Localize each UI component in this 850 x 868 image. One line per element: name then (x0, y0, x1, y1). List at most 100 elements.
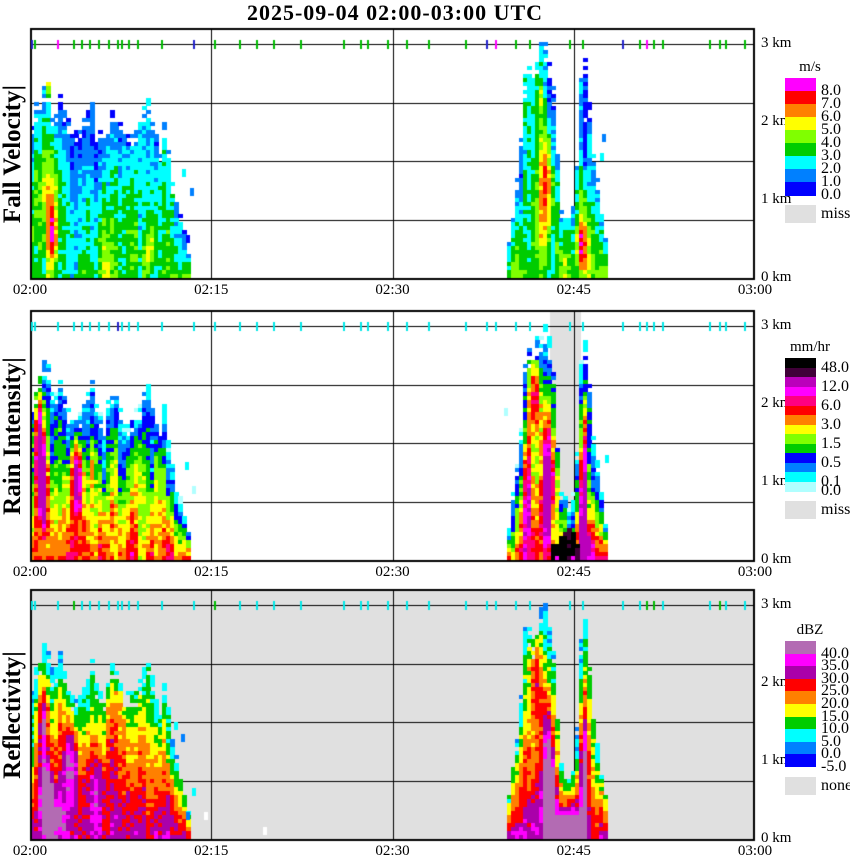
colorbar-miss-swatch (785, 777, 816, 795)
colorbar-band (785, 472, 816, 482)
colorbar-band (785, 130, 816, 144)
colorbar-band (785, 143, 816, 157)
y-axis-label: 3 km (761, 35, 792, 51)
x-tick-label: 03:00 (737, 282, 773, 298)
colorbar-value: 6.0 (821, 396, 841, 414)
colorbar-band (785, 358, 816, 368)
colorbar-miss-swatch (785, 501, 816, 519)
colorbar-value: 0.0 (821, 745, 841, 763)
colorbar-band (785, 169, 816, 183)
x-tick-label: 02:30 (375, 564, 410, 580)
colorbar-value: 35.0 (821, 657, 849, 675)
colorbar-miss-label: miss (821, 501, 850, 518)
x-tick-label: 02:15 (194, 564, 229, 580)
colorbar-band (785, 377, 816, 387)
y-axis-label: 1 km (761, 473, 792, 489)
colorbar-value: 0.0 (821, 482, 841, 499)
colorbar-value: 4.0 (821, 134, 841, 151)
x-tick-label: 03:00 (737, 564, 773, 580)
colorbar-band (785, 704, 816, 718)
colorbar-value: 40.0 (821, 644, 849, 662)
colorbar-band (785, 741, 816, 755)
panel-label-reflectivity: Reflectivity| (0, 651, 26, 779)
colorbar-value: 0.0 (821, 186, 841, 203)
colorbar-band (785, 729, 816, 743)
x-tick-label: 02:00 (12, 564, 48, 580)
colorbar-value: 5.0 (821, 732, 841, 750)
colorbar-band (785, 104, 816, 118)
y-axis-label: 2 km (761, 395, 792, 411)
colorbar-band (785, 78, 816, 92)
colorbar-band (785, 117, 816, 131)
colorbar-value: 3.0 (821, 147, 841, 164)
colorbar-value: 20.0 (821, 695, 849, 712)
y-axis-label: 2 km (761, 674, 792, 690)
colorbar-value: 15.0 (821, 707, 849, 725)
colorbar-unit-reflectivity: dBZ (796, 622, 824, 638)
x-tick-label: 02:15 (194, 843, 229, 859)
x-tick-label: 02:00 (12, 282, 48, 298)
colorbar-band (785, 405, 816, 416)
x-tick-label: 02:30 (375, 282, 410, 298)
y-axis-label: 0 km (761, 830, 792, 846)
colorbar-band (785, 386, 816, 397)
colorbar-band (785, 678, 816, 692)
colorbar-value: 0.1 (821, 472, 841, 490)
x-tick-label: 02:30 (375, 843, 410, 859)
colorbar-value: 0.5 (821, 453, 841, 471)
colorbar-value: 1.0 (821, 173, 841, 190)
figure-title: 2025-09-04 02:00-03:00 UTC (246, 0, 544, 25)
colorbar-band (785, 443, 816, 454)
x-tick-label: 02:45 (556, 843, 591, 859)
colorbar-value: 2.0 (821, 160, 841, 177)
colorbar-value: 7.0 (821, 95, 841, 112)
colorbar-band (785, 691, 816, 705)
colorbar-band (785, 396, 816, 406)
colorbar-band (785, 424, 816, 435)
colorbar-value: 48.0 (821, 358, 849, 376)
colorbar-value: 5.0 (821, 121, 841, 138)
x-tick-label: 02:45 (556, 282, 591, 298)
colorbar-band (785, 716, 816, 730)
colorbar-band (785, 666, 816, 680)
y-axis-label: 1 km (761, 752, 792, 768)
y-axis-label: 0 km (761, 269, 792, 285)
colorbar-miss-label: miss (821, 205, 850, 222)
colorbar-value: 12.0 (821, 377, 849, 395)
colorbar-band (785, 481, 816, 492)
colorbar-miss-label: none (821, 777, 850, 794)
colorbar-value: 3.0 (821, 415, 841, 433)
colorbar-band (785, 653, 816, 667)
colorbar-band (785, 415, 816, 425)
y-axis-label: 1 km (761, 191, 792, 207)
y-axis-label: 0 km (761, 551, 792, 567)
y-axis-label: 3 km (761, 596, 792, 612)
y-axis-label: 2 km (761, 113, 792, 129)
panel-label-fall-velocity: Fall Velocity| (0, 84, 26, 224)
colorbar-band (785, 754, 816, 768)
colorbar-value: 6.0 (821, 108, 841, 125)
colorbar-band (785, 462, 816, 473)
colorbar-value: 30.0 (821, 669, 849, 687)
x-tick-label: 02:15 (194, 282, 229, 298)
x-tick-label: 02:00 (12, 843, 48, 859)
x-tick-label: 02:45 (556, 564, 591, 580)
colorbar-band (785, 182, 816, 196)
colorbar-value: 8.0 (821, 82, 841, 99)
colorbar-band (785, 641, 816, 655)
colorbar-value: 10.0 (821, 720, 849, 738)
colorbar-value: -5.0 (821, 758, 847, 775)
colorbar-unit-rain-intensity: mm/hr (790, 339, 830, 355)
x-tick-label: 03:00 (737, 843, 773, 859)
y-axis-label: 3 km (761, 317, 792, 333)
colorbar-value: 25.0 (821, 682, 849, 700)
panel-label-rain-intensity: Rain Intensity| (0, 357, 26, 515)
colorbar-band (785, 156, 816, 170)
colorbar-miss-swatch (785, 205, 816, 223)
colorbar-band (785, 367, 816, 378)
colorbar-unit-fall-velocity: m/s (799, 59, 821, 75)
colorbar-value: 1.5 (821, 434, 841, 452)
colorbar-band (785, 453, 816, 463)
